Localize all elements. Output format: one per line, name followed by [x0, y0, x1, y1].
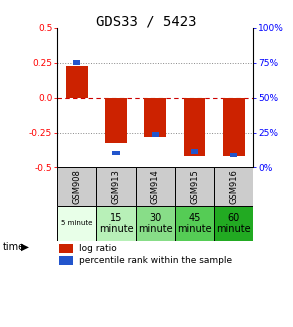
Bar	[136, 167, 175, 206]
Bar	[230, 153, 237, 157]
Text: 30
minute: 30 minute	[138, 213, 173, 234]
Text: GSM915: GSM915	[190, 169, 199, 204]
Text: GSM916: GSM916	[229, 169, 238, 204]
Text: GSM908: GSM908	[72, 169, 81, 204]
Text: GDS33 / 5423: GDS33 / 5423	[96, 15, 197, 29]
Bar	[59, 256, 73, 265]
Bar	[57, 167, 96, 206]
Bar	[113, 150, 120, 155]
Bar	[136, 206, 175, 241]
Bar	[214, 167, 253, 206]
Bar	[152, 132, 159, 137]
Text: log ratio: log ratio	[79, 244, 117, 253]
Bar	[184, 98, 205, 156]
Text: 60
minute: 60 minute	[217, 213, 251, 234]
Text: 45
minute: 45 minute	[177, 213, 212, 234]
Text: GSM913: GSM913	[112, 169, 120, 204]
Bar	[175, 167, 214, 206]
Bar	[59, 244, 73, 252]
Bar	[66, 66, 88, 98]
Bar	[73, 60, 80, 65]
Bar	[96, 167, 136, 206]
Text: time: time	[3, 242, 25, 252]
Bar	[214, 206, 253, 241]
Bar	[144, 98, 166, 137]
Bar	[57, 206, 96, 241]
Bar	[175, 206, 214, 241]
Bar	[223, 98, 245, 156]
Text: 5 minute: 5 minute	[61, 220, 93, 226]
Text: 15
minute: 15 minute	[99, 213, 133, 234]
Text: ▶: ▶	[21, 242, 29, 252]
Bar	[96, 206, 136, 241]
Bar	[191, 149, 198, 154]
Bar	[105, 98, 127, 143]
Text: percentile rank within the sample: percentile rank within the sample	[79, 256, 232, 266]
Text: GSM914: GSM914	[151, 169, 160, 204]
